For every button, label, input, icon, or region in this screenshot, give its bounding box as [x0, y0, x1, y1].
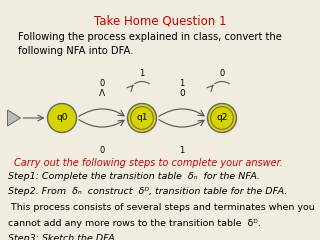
Text: This process consists of several steps and terminates when you: This process consists of several steps a… — [8, 203, 315, 212]
Text: 1: 1 — [180, 79, 185, 88]
Text: 1: 1 — [180, 146, 185, 155]
Text: q0: q0 — [56, 114, 68, 122]
Circle shape — [47, 103, 76, 132]
Text: following NFA into DFA.: following NFA into DFA. — [18, 46, 133, 56]
Text: 1: 1 — [140, 68, 145, 78]
Text: 0: 0 — [100, 146, 105, 155]
Text: 0: 0 — [220, 68, 225, 78]
Text: Λ: Λ — [99, 89, 105, 98]
Text: Step2. From  δₙ  construct  δᴰ, transition table for the DFA.: Step2. From δₙ construct δᴰ, transition … — [8, 187, 287, 197]
Text: 0: 0 — [100, 79, 105, 88]
Text: Carry out the following steps to complete your answer.: Carry out the following steps to complet… — [14, 158, 283, 168]
Text: 0: 0 — [179, 89, 185, 98]
Text: q2: q2 — [216, 114, 228, 122]
Text: Take Home Question 1: Take Home Question 1 — [94, 14, 226, 27]
Circle shape — [127, 103, 156, 132]
Text: Step3: Sketch the DFA.: Step3: Sketch the DFA. — [8, 234, 118, 240]
Text: q1: q1 — [136, 114, 148, 122]
Text: Step1: Complete the transition table  δₙ  for the NFA.: Step1: Complete the transition table δₙ … — [8, 172, 260, 181]
Polygon shape — [7, 110, 20, 126]
Circle shape — [207, 103, 236, 132]
Text: cannot add any more rows to the transition table  δᴰ.: cannot add any more rows to the transiti… — [8, 218, 261, 228]
Text: Following the process explained in class, convert the: Following the process explained in class… — [18, 32, 282, 42]
